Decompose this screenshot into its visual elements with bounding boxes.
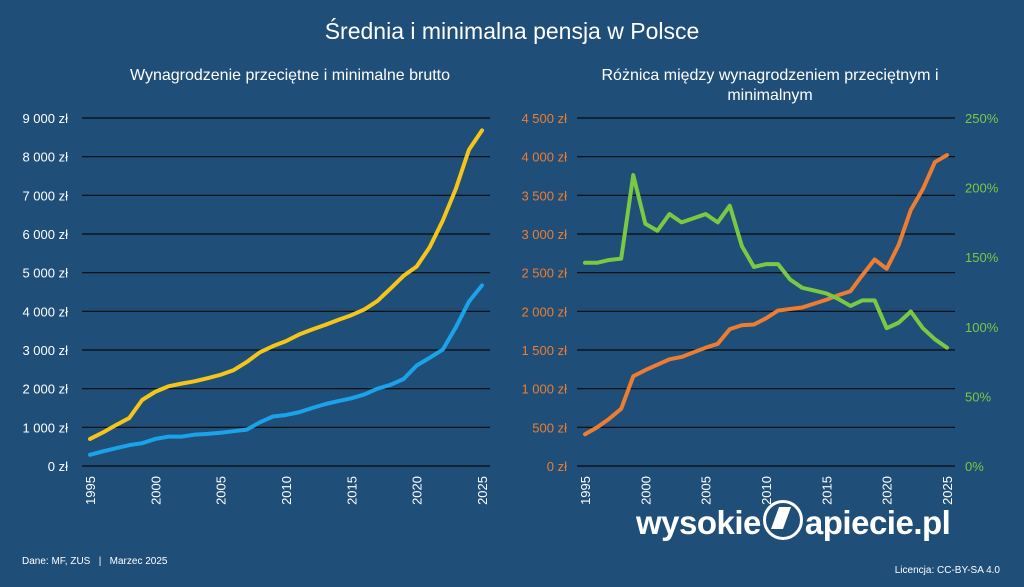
date-text: Marzec 2025 xyxy=(109,556,168,567)
right-x-tick-label: 2015 xyxy=(819,476,834,505)
logo-text-before: wysokie xyxy=(636,504,761,541)
right-y-left-tick-label: 1 500 zł xyxy=(521,343,567,358)
left-y-tick-label: 4 000 zł xyxy=(22,304,68,319)
source-text: Dane: MF, ZUS xyxy=(22,556,91,567)
left-x-tick-label: 2025 xyxy=(475,476,490,505)
right-y-right-tick-label: 0% xyxy=(965,459,984,474)
right-y-left-tick-label: 3 000 zł xyxy=(521,227,567,242)
left-y-tick-label: 2 000 zł xyxy=(22,382,68,397)
left-y-tick-label: 8 000 zł xyxy=(22,150,68,165)
footer-separator: | xyxy=(98,556,102,567)
left-y-tick-label: 1 000 zł xyxy=(22,420,68,435)
right-y-right-tick-label: 200% xyxy=(965,181,999,196)
left-y-tick-label: 0 zł xyxy=(48,459,68,474)
difference-ratio-line xyxy=(583,173,949,350)
logo-text-after: apiecie.pl xyxy=(804,504,951,541)
left-y-tick-label: 3 000 zł xyxy=(22,343,68,358)
wage-difference-line xyxy=(583,153,949,437)
right-y-left-tick-label: 0 zł xyxy=(547,459,567,474)
right-x-tick-label: 1995 xyxy=(578,476,593,505)
left-x-tick-label: 2005 xyxy=(214,476,229,505)
right-y-left-tick-label: 2 000 zł xyxy=(521,304,567,319)
right-y-left-tick-label: 500 zł xyxy=(532,420,567,435)
right-y-right-tick-label: 250% xyxy=(965,111,999,126)
right-chart-title: Różnica między wynagrodzeniem przeciętny… xyxy=(601,67,939,104)
left-y-tick-label: 5 000 zł xyxy=(22,266,68,281)
left-x-tick-label: 2020 xyxy=(410,476,425,505)
right-y-left-tick-label: 4 000 zł xyxy=(521,150,567,165)
left-y-tick-label: 7 000 zł xyxy=(22,188,68,203)
main-title: Średnia i minimalna pensja w Polsce xyxy=(324,18,700,44)
right-y-right-tick-label: 50% xyxy=(965,389,991,404)
minimum-wage-line xyxy=(88,283,484,457)
right-y-right-tick-label: 100% xyxy=(965,320,999,335)
right-y-right-tick-label: 150% xyxy=(965,250,999,265)
right-y-left-tick-label: 2 500 zł xyxy=(521,266,567,281)
right-x-tick-label: 2010 xyxy=(759,476,774,505)
brand-logo[interactable]: wysokie apiecie.pl xyxy=(636,500,951,542)
left-x-tick-label: 1995 xyxy=(83,476,98,505)
right-y-left-tick-label: 1 000 zł xyxy=(521,382,567,397)
left-x-tick-label: 2000 xyxy=(148,476,163,505)
lightning-n-icon xyxy=(762,500,803,540)
left-chart-title: Wynagrodzenie przeciętne i minimalne bru… xyxy=(129,67,450,84)
left-x-tick-label: 2015 xyxy=(344,476,359,505)
right-x-tick-label: 2020 xyxy=(880,476,895,505)
right-y-left-tick-label: 3 500 zł xyxy=(521,188,567,203)
left-x-tick-label: 2010 xyxy=(279,476,294,505)
license-text: Licencja: CC-BY-SA 4.0 xyxy=(894,565,1000,576)
average-wage-line xyxy=(88,128,484,441)
left-y-tick-label: 6 000 zł xyxy=(22,227,68,242)
footer-source: Dane: MF, ZUS | Marzec 2025 xyxy=(22,556,167,567)
right-x-tick-label: 2025 xyxy=(940,476,955,505)
right-x-tick-label: 2005 xyxy=(699,476,714,505)
right-x-tick-label: 2000 xyxy=(638,476,653,505)
right-y-left-tick-label: 4 500 zł xyxy=(521,111,567,126)
left-y-tick-label: 9 000 zł xyxy=(22,111,68,126)
